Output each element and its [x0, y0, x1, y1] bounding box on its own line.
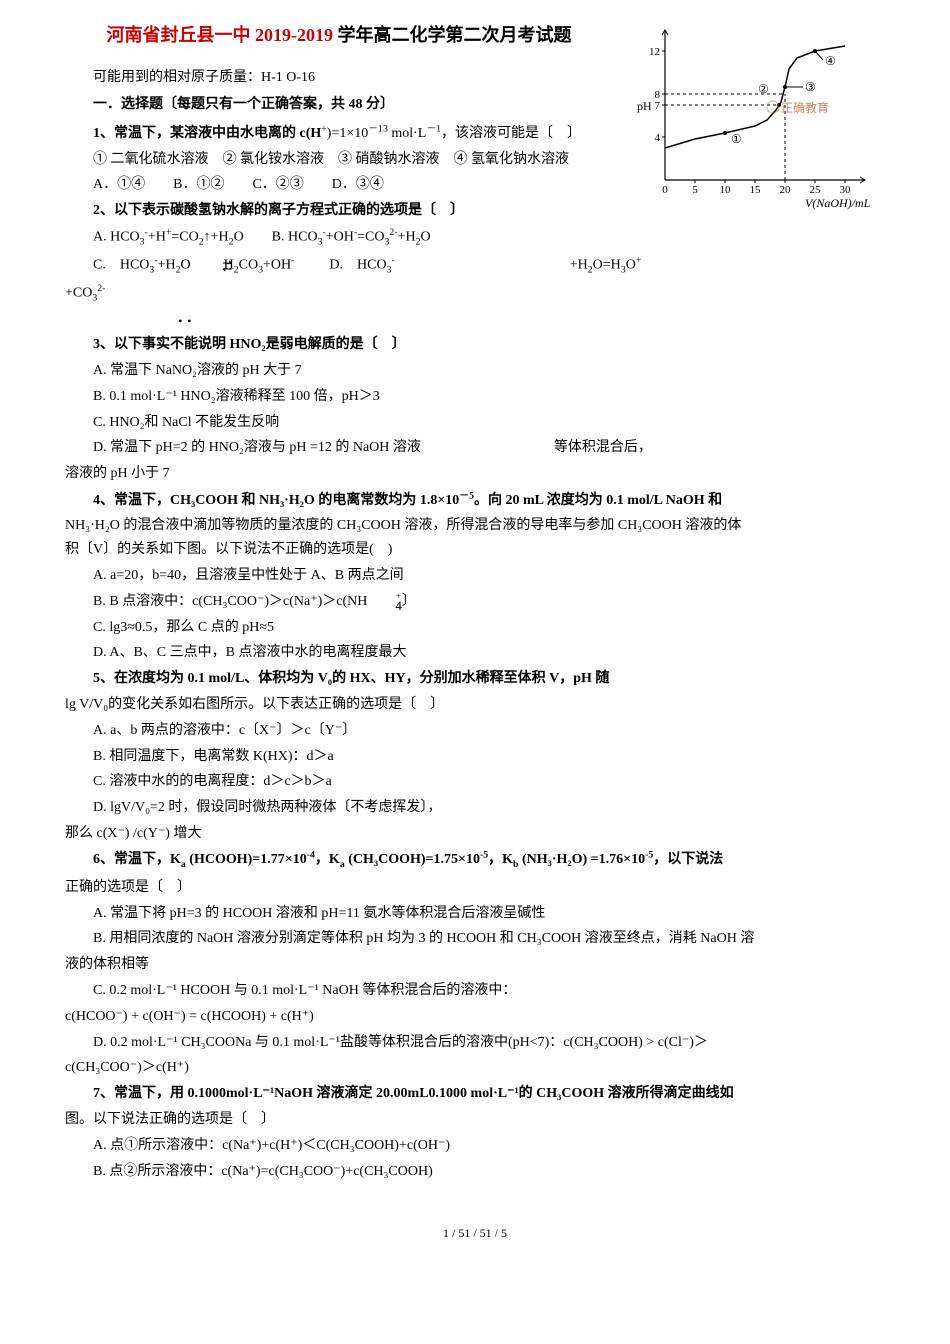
svg-text:10: 10: [720, 184, 732, 196]
svg-text:12: 12: [649, 46, 660, 58]
q6-a: A. 常温下将 pH=3 的 HCOOH 溶液和 pH=11 氨水等体积混合后溶…: [65, 902, 885, 926]
q5-a: A. a、b 两点的溶液中：c〔X⁻〕＞c〔Y⁻〕: [65, 719, 885, 743]
q2-opt-ab: A. HCO3-+H+=CO2↑+H2O B. HCO3-+OH-=CO32-+…: [65, 225, 885, 251]
q7-a: A. 点①所示溶液中：c(Na⁺)+c(H⁺)＜C(CH₃COOH)+c(OH⁻…: [65, 1134, 885, 1158]
q2-opt-cd: C. HCO3-+H2O ⇀↽ H2CO3+OH- D. HCO3- +H2O=…: [65, 253, 885, 279]
q5-d: D. lgV/V₀=2 时，假设同时微热两种液体〔不考虑挥发〕，: [65, 796, 885, 820]
svg-text:20: 20: [780, 184, 792, 196]
titration-chart: 0 5 10 15 20 25 30 4 7 8 12: [625, 20, 885, 219]
svg-text:正确教育: 正确教育: [781, 100, 829, 115]
svg-text:②: ②: [758, 82, 769, 96]
q4-d: D. A、B、C 三点中，B 点溶液中水的电离程度最大: [65, 641, 885, 665]
svg-text:5: 5: [692, 184, 698, 196]
q5-b: B. 相同温度下，电离常数 K(HX)：d＞a: [65, 745, 885, 769]
svg-text:④: ④: [825, 54, 836, 68]
q3-tail: 溶液的 pH 小于 7: [65, 462, 885, 486]
watermark: 正确教育: [767, 100, 829, 115]
q3-stem: 3、以下事实不能说明 HNO₂是弱电解质的是〔 〕: [65, 333, 885, 357]
svg-text:7: 7: [655, 100, 661, 112]
curve-markers: ① ② ③ ④: [723, 49, 836, 146]
page-number: 1 / 51 / 51 / 5: [65, 1223, 885, 1243]
q4-a: A. a=20，b=40，且溶液呈中性处于 A、B 两点之间: [65, 564, 885, 588]
q5-l2: lg V/V₀的变化关系如右图所示。以下表达正确的选项是〔 〕: [65, 693, 885, 717]
q5-l1: 5、在浓度均为 0.1 mol/L、体积均为 V₀的 HX、HY，分别加水稀释至…: [65, 667, 885, 691]
q4-l2: NH₃·H₂O 的混合液中滴加等物质的量浓度的 CH₃COOH 溶液，所得混合液…: [65, 514, 885, 538]
dots: ．．: [177, 307, 885, 331]
svg-text:0: 0: [662, 184, 668, 196]
y-ticks: 4 7 8 12: [649, 46, 665, 144]
svg-text:15: 15: [750, 184, 762, 196]
q4-l3: 积〔V〕的关系如下图。以下说法不正确的选项是( ): [65, 538, 885, 562]
title-black: 学年高二化学第二次月考试题: [338, 25, 572, 45]
x-axis-label: V(NaOH)/mL: [805, 196, 871, 210]
titration-curve: [665, 46, 845, 148]
svg-text:③: ③: [805, 80, 816, 94]
q4-b: B. B 点溶液中：c(CH₃COO⁻)＞c(Na⁺)＞c(NH+4〕: [65, 590, 885, 614]
equilibrium-arrows-icon: ⇀↽: [194, 260, 220, 272]
q6-l2: 正确的选项是〔 〕: [65, 876, 885, 900]
q5-tail: 那么 c(X⁻) /c(Y⁻) 增大: [65, 822, 885, 846]
q7-l2: 图。以下说法正确的选项是〔 〕: [65, 1108, 885, 1132]
q7-l1: 7、常温下，用 0.1000mol·L⁻¹NaOH 溶液滴定 20.00mL0.…: [65, 1082, 885, 1106]
svg-text:8: 8: [655, 89, 661, 101]
q6-c1: C. 0.2 mol·L⁻¹ HCOOH 与 0.1 mol·L⁻¹ NaOH …: [65, 979, 885, 1003]
q3-a: A. 常温下 NaNO₂溶液的 pH 大于 7: [65, 359, 885, 383]
q5-c: C. 溶液中水的的电离程度：d＞c＞b＞a: [65, 770, 885, 794]
q4-c: C. lg3≈0.5，那么 C 点的 pH≈5: [65, 616, 885, 640]
q6-b2: 液的体积相等: [65, 953, 885, 977]
q6-b1: B. 用相同浓度的 NaOH 溶液分别滴定等体积 pH 均为 3 的 HCOOH…: [65, 927, 885, 951]
svg-text:25: 25: [810, 184, 822, 196]
title-red: 河南省封丘县一中 2019-2019: [107, 25, 338, 45]
q3-d: D. 常温下 pH=2 的 HNO₂溶液与 pH =12 的 NaOH 溶液 等…: [65, 436, 885, 460]
q6-c2: c(HCOO⁻) + c(OH⁻) = c(HCOOH) + c(H⁺): [65, 1005, 885, 1029]
q3-b: B. 0.1 mol·L⁻¹ HNO₂溶液稀释至 100 倍，pH＞3: [65, 385, 885, 409]
q6-l1: 6、常温下，Ka (HCOOH)=1.77×10-4，Ka (CH₃COOH)=…: [65, 848, 885, 874]
svg-text:①: ①: [731, 132, 742, 146]
x-ticks: 0 5 10 15 20 25 30: [662, 180, 851, 196]
q6-d2: c(CH₃COO⁻)＞c(H⁺): [65, 1056, 885, 1080]
q6-d1: D. 0.2 mol·L⁻¹ CH₃COONa 与 0.1 mol·L⁻¹盐酸等…: [65, 1031, 885, 1055]
q4-l1: 4、常温下，CH₃COOH 和 NH₃·H₂O 的电离常数均为 1.8×10－5…: [65, 488, 885, 512]
q7-b: B. 点②所示溶液中：c(Na⁺)=c(CH₃COO⁻)+c(CH₃COOH): [65, 1160, 885, 1184]
svg-text:30: 30: [840, 184, 852, 196]
q2-tail: +CO32-: [65, 281, 885, 307]
y-axis-label: pH: [637, 99, 652, 113]
svg-text:4: 4: [655, 132, 661, 144]
q3-c: C. HNO₂和 NaCl 不能发生反响: [65, 411, 885, 435]
